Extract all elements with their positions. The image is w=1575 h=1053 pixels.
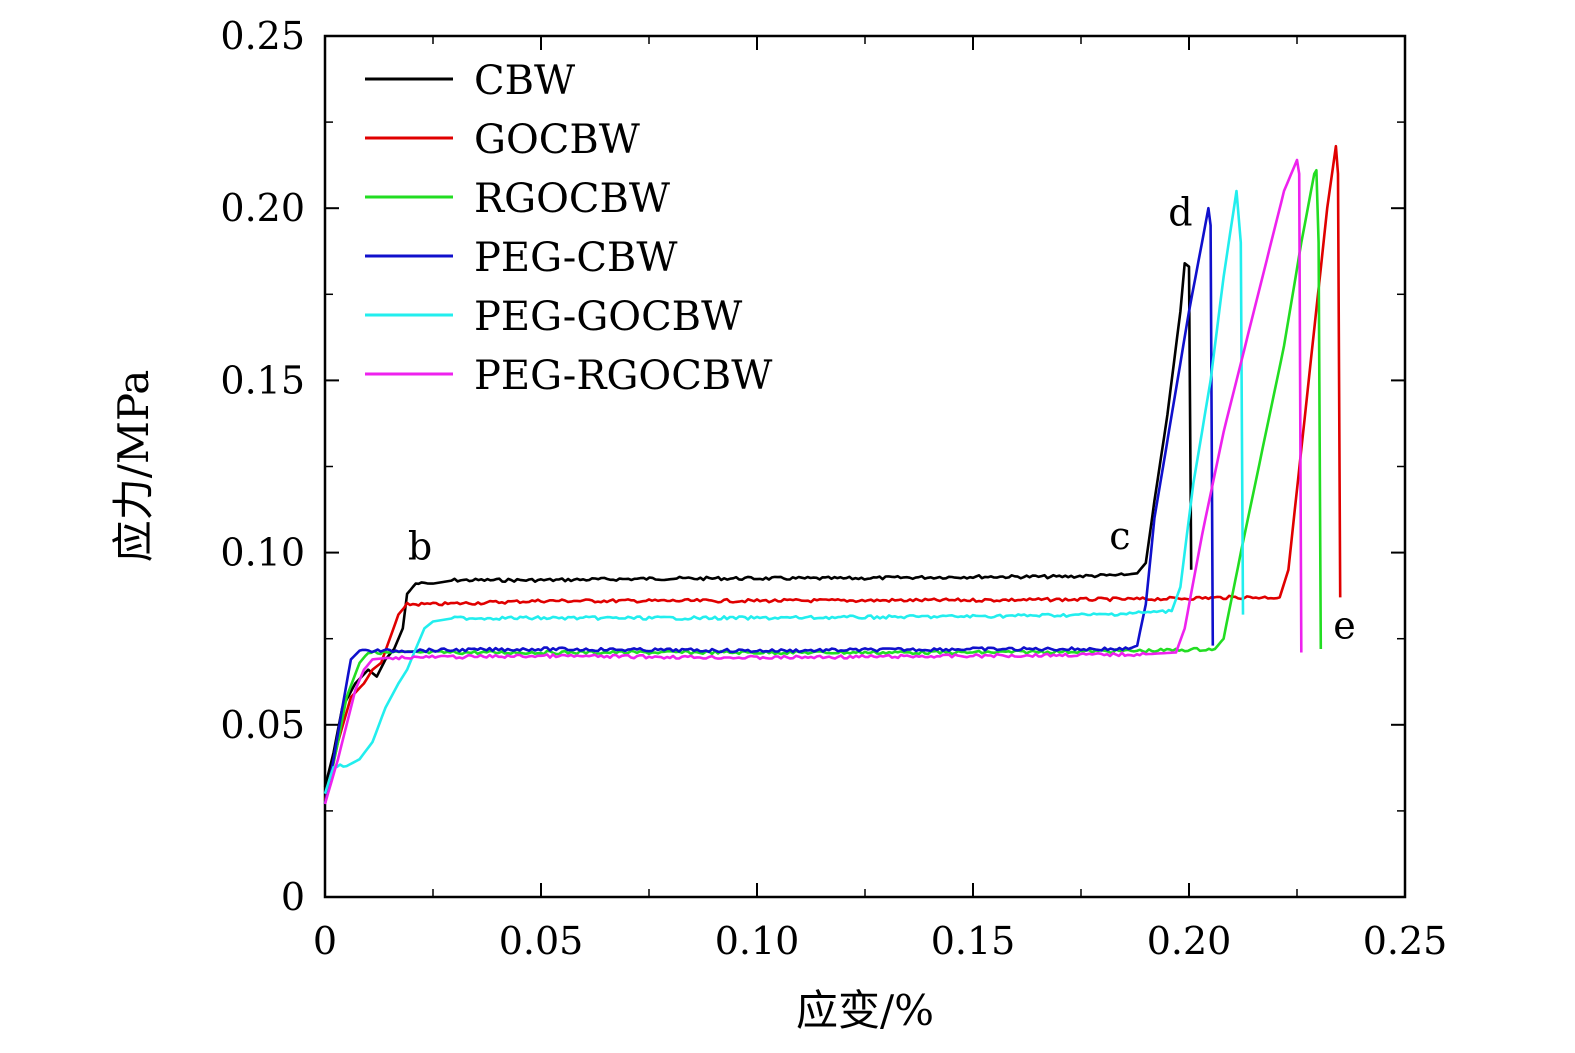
- axis-ticks: [324, 35, 1406, 898]
- y-tick-label: 0.05: [220, 703, 305, 747]
- series-line-peg-cbw: [323, 206, 1215, 805]
- x-tick-label: 0.20: [1147, 919, 1232, 963]
- x-tick-label: 0.10: [715, 919, 800, 963]
- axis-tick-labels: 0 0.05 0.10 0.15 0.20 0.25 0 0.05 0.10 0.15 0.20 0.…: [220, 14, 1447, 963]
- legend-label: PEG-CBW: [474, 235, 677, 281]
- legend: CBW GOCBW RGOCBW PEG-CBW PEG-GOCBW PEG-RGOCBW: [365, 58, 772, 399]
- x-tick-label: 0.25: [1363, 919, 1448, 963]
- annotation-label: c: [1109, 514, 1130, 558]
- x-axis-title: 应变/%: [796, 986, 934, 1035]
- y-tick-label: 0.15: [220, 358, 305, 402]
- x-tick-label: 0: [313, 919, 337, 963]
- legend-label: CBW: [474, 58, 575, 104]
- legend-label: GOCBW: [474, 117, 640, 163]
- y-tick-label: 0.20: [220, 186, 305, 230]
- series-line-peg-rgocbw: [323, 158, 1303, 805]
- series-line-peg-gocbw: [323, 189, 1245, 795]
- series-lines: [323, 144, 1342, 805]
- series-line-cbw: [323, 262, 1193, 788]
- x-tick-label: 0.15: [931, 919, 1016, 963]
- series-line-gocbw: [323, 144, 1342, 801]
- annotation-label: e: [1333, 604, 1356, 648]
- x-tick-label: 0.05: [499, 919, 584, 963]
- legend-label: RGOCBW: [474, 176, 670, 222]
- y-axis-title: 应力/MPa: [109, 370, 158, 563]
- legend-label: PEG-RGOCBW: [474, 353, 772, 399]
- y-tick-label: 0: [281, 875, 305, 919]
- annotations: b c d e: [408, 190, 1356, 647]
- legend-label: PEG-GOCBW: [474, 294, 742, 340]
- y-tick-label: 0.10: [220, 531, 305, 575]
- annotation-label: d: [1168, 190, 1192, 234]
- series-line-rgocbw: [323, 169, 1323, 805]
- y-tick-label: 0.25: [220, 14, 305, 58]
- annotation-label: b: [408, 524, 432, 568]
